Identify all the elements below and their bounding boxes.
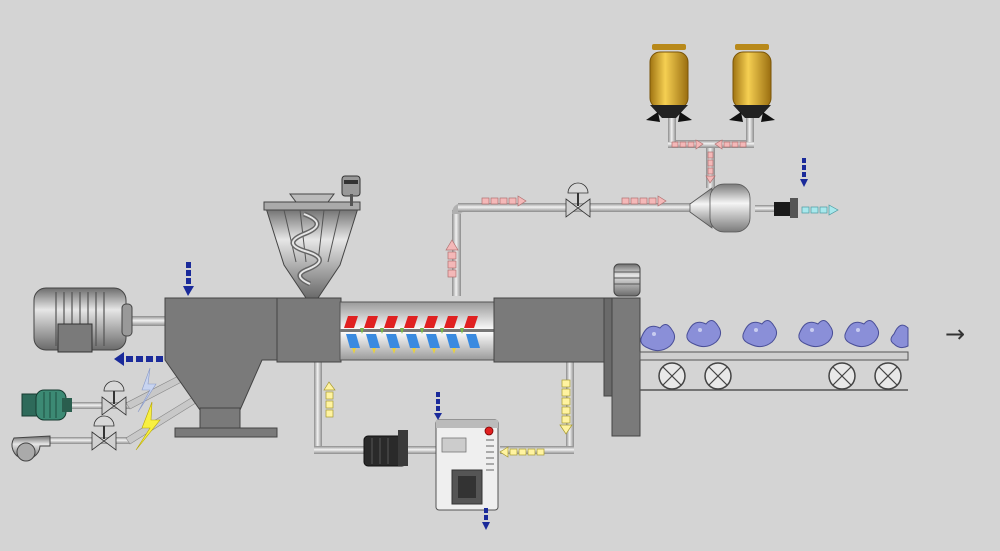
extruder-screw — [344, 316, 480, 354]
heat-exchanger-unit — [435, 419, 499, 511]
preconditioner — [164, 297, 279, 438]
tank-agitator-motor — [774, 198, 798, 218]
valve-overhead — [565, 182, 591, 218]
screw-feeder-hopper-icon — [263, 175, 361, 299]
product-piece — [844, 320, 880, 348]
extruder-die-section — [493, 297, 641, 437]
valve-feed-upper — [101, 380, 127, 416]
pump-icon — [21, 389, 72, 421]
feed-line-upper — [60, 402, 130, 409]
product-piece — [798, 320, 834, 348]
cutter-motor — [613, 263, 641, 297]
silo-left — [646, 44, 692, 122]
loop-pump — [363, 430, 408, 467]
product-piece — [742, 320, 778, 348]
flow-arrows-blue — [114, 158, 808, 530]
riser-pipe — [452, 210, 461, 296]
extruder-barrel — [339, 301, 497, 361]
energy-input-lower — [135, 401, 161, 451]
silo-right — [729, 44, 775, 122]
piping — [50, 112, 777, 454]
product-piece — [686, 320, 722, 348]
right-arrow-icon: → — [945, 320, 966, 348]
motor-shaft — [128, 316, 168, 326]
extruded-product — [640, 320, 909, 352]
feed-line-lower — [50, 437, 130, 444]
flow-arrows-yellow — [323, 379, 573, 458]
product-piece — [890, 324, 909, 349]
tank-outlet-pipe — [755, 205, 777, 212]
silo-manifold-pipe — [668, 140, 754, 148]
conveyor-belt-icon — [639, 351, 909, 391]
blower-icon — [11, 435, 51, 462]
valve-feed-lower — [91, 415, 117, 451]
energy-input-upper — [137, 367, 157, 413]
return-pipe-left — [314, 362, 322, 454]
electric-motor-icon — [33, 287, 133, 353]
product-piece — [640, 324, 676, 352]
mixing-tank — [689, 183, 751, 233]
flow-arrows-cyan — [801, 204, 839, 216]
extruder-feed-section — [276, 297, 342, 363]
flow-arrows-pink — [445, 139, 747, 278]
